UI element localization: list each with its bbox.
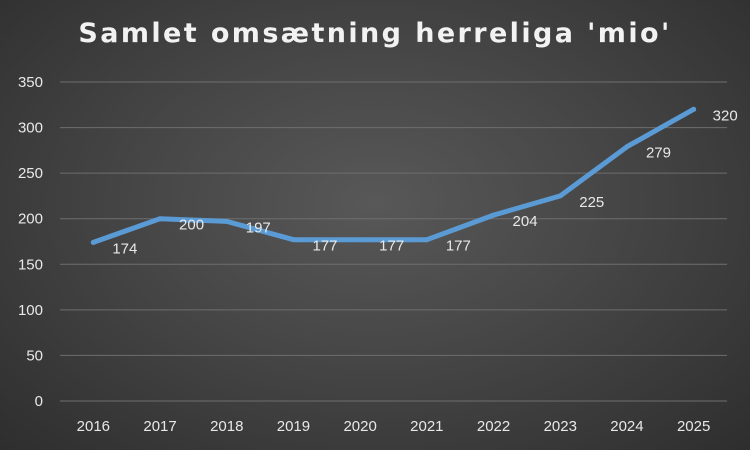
data-point [491, 212, 497, 218]
y-tick-label: 200 [18, 211, 43, 228]
gridlines [60, 81, 727, 402]
data-point [157, 216, 163, 222]
x-tick-label: 2018 [210, 418, 243, 435]
data-label: 177 [379, 238, 404, 255]
data-point [691, 106, 697, 112]
y-tick-label: 100 [18, 302, 43, 319]
y-tick-label: 0 [35, 393, 43, 410]
data-label: 200 [179, 217, 204, 234]
data-label: 279 [646, 145, 671, 162]
data-point [290, 237, 296, 243]
data-label: 177 [446, 238, 471, 255]
data-point [90, 239, 96, 245]
x-tick-label: 2021 [410, 418, 443, 435]
data-point [224, 218, 230, 224]
y-tick-label: 250 [18, 165, 43, 182]
x-tick-label: 2022 [477, 418, 510, 435]
x-tick-label: 2024 [610, 418, 643, 435]
x-tick-label: 2023 [544, 418, 577, 435]
data-label: 320 [713, 107, 738, 124]
x-tick-label: 2020 [343, 418, 376, 435]
y-tick-label: 150 [18, 256, 43, 273]
data-point [624, 144, 630, 150]
data-point [357, 237, 363, 243]
data-point [557, 193, 563, 199]
y-axis-ticks: 0 50 100 150 200 250 300 350 [18, 74, 43, 410]
x-tick-label: 2019 [277, 418, 310, 435]
data-label: 225 [579, 194, 604, 211]
data-label: 174 [112, 240, 137, 257]
x-axis-ticks: 2016 2017 2018 2019 2020 2021 2022 2023 2024 2025 [77, 418, 711, 435]
data-labels: 174 200 197 177 177 177 204 225 279 320 [112, 107, 737, 257]
data-label: 197 [246, 219, 271, 236]
data-label: 177 [312, 238, 337, 255]
chart-title: Samlet omsætning herreliga 'mio' [78, 18, 672, 49]
x-tick-label: 2016 [77, 418, 110, 435]
y-tick-label: 300 [18, 120, 43, 137]
x-tick-label: 2025 [677, 418, 710, 435]
series-line [90, 106, 697, 245]
x-tick-label: 2017 [143, 418, 176, 435]
series-line-group [90, 106, 697, 245]
data-point [424, 237, 430, 243]
y-tick-label: 50 [26, 347, 43, 364]
data-label: 204 [513, 213, 538, 230]
y-tick-label: 350 [18, 74, 43, 91]
